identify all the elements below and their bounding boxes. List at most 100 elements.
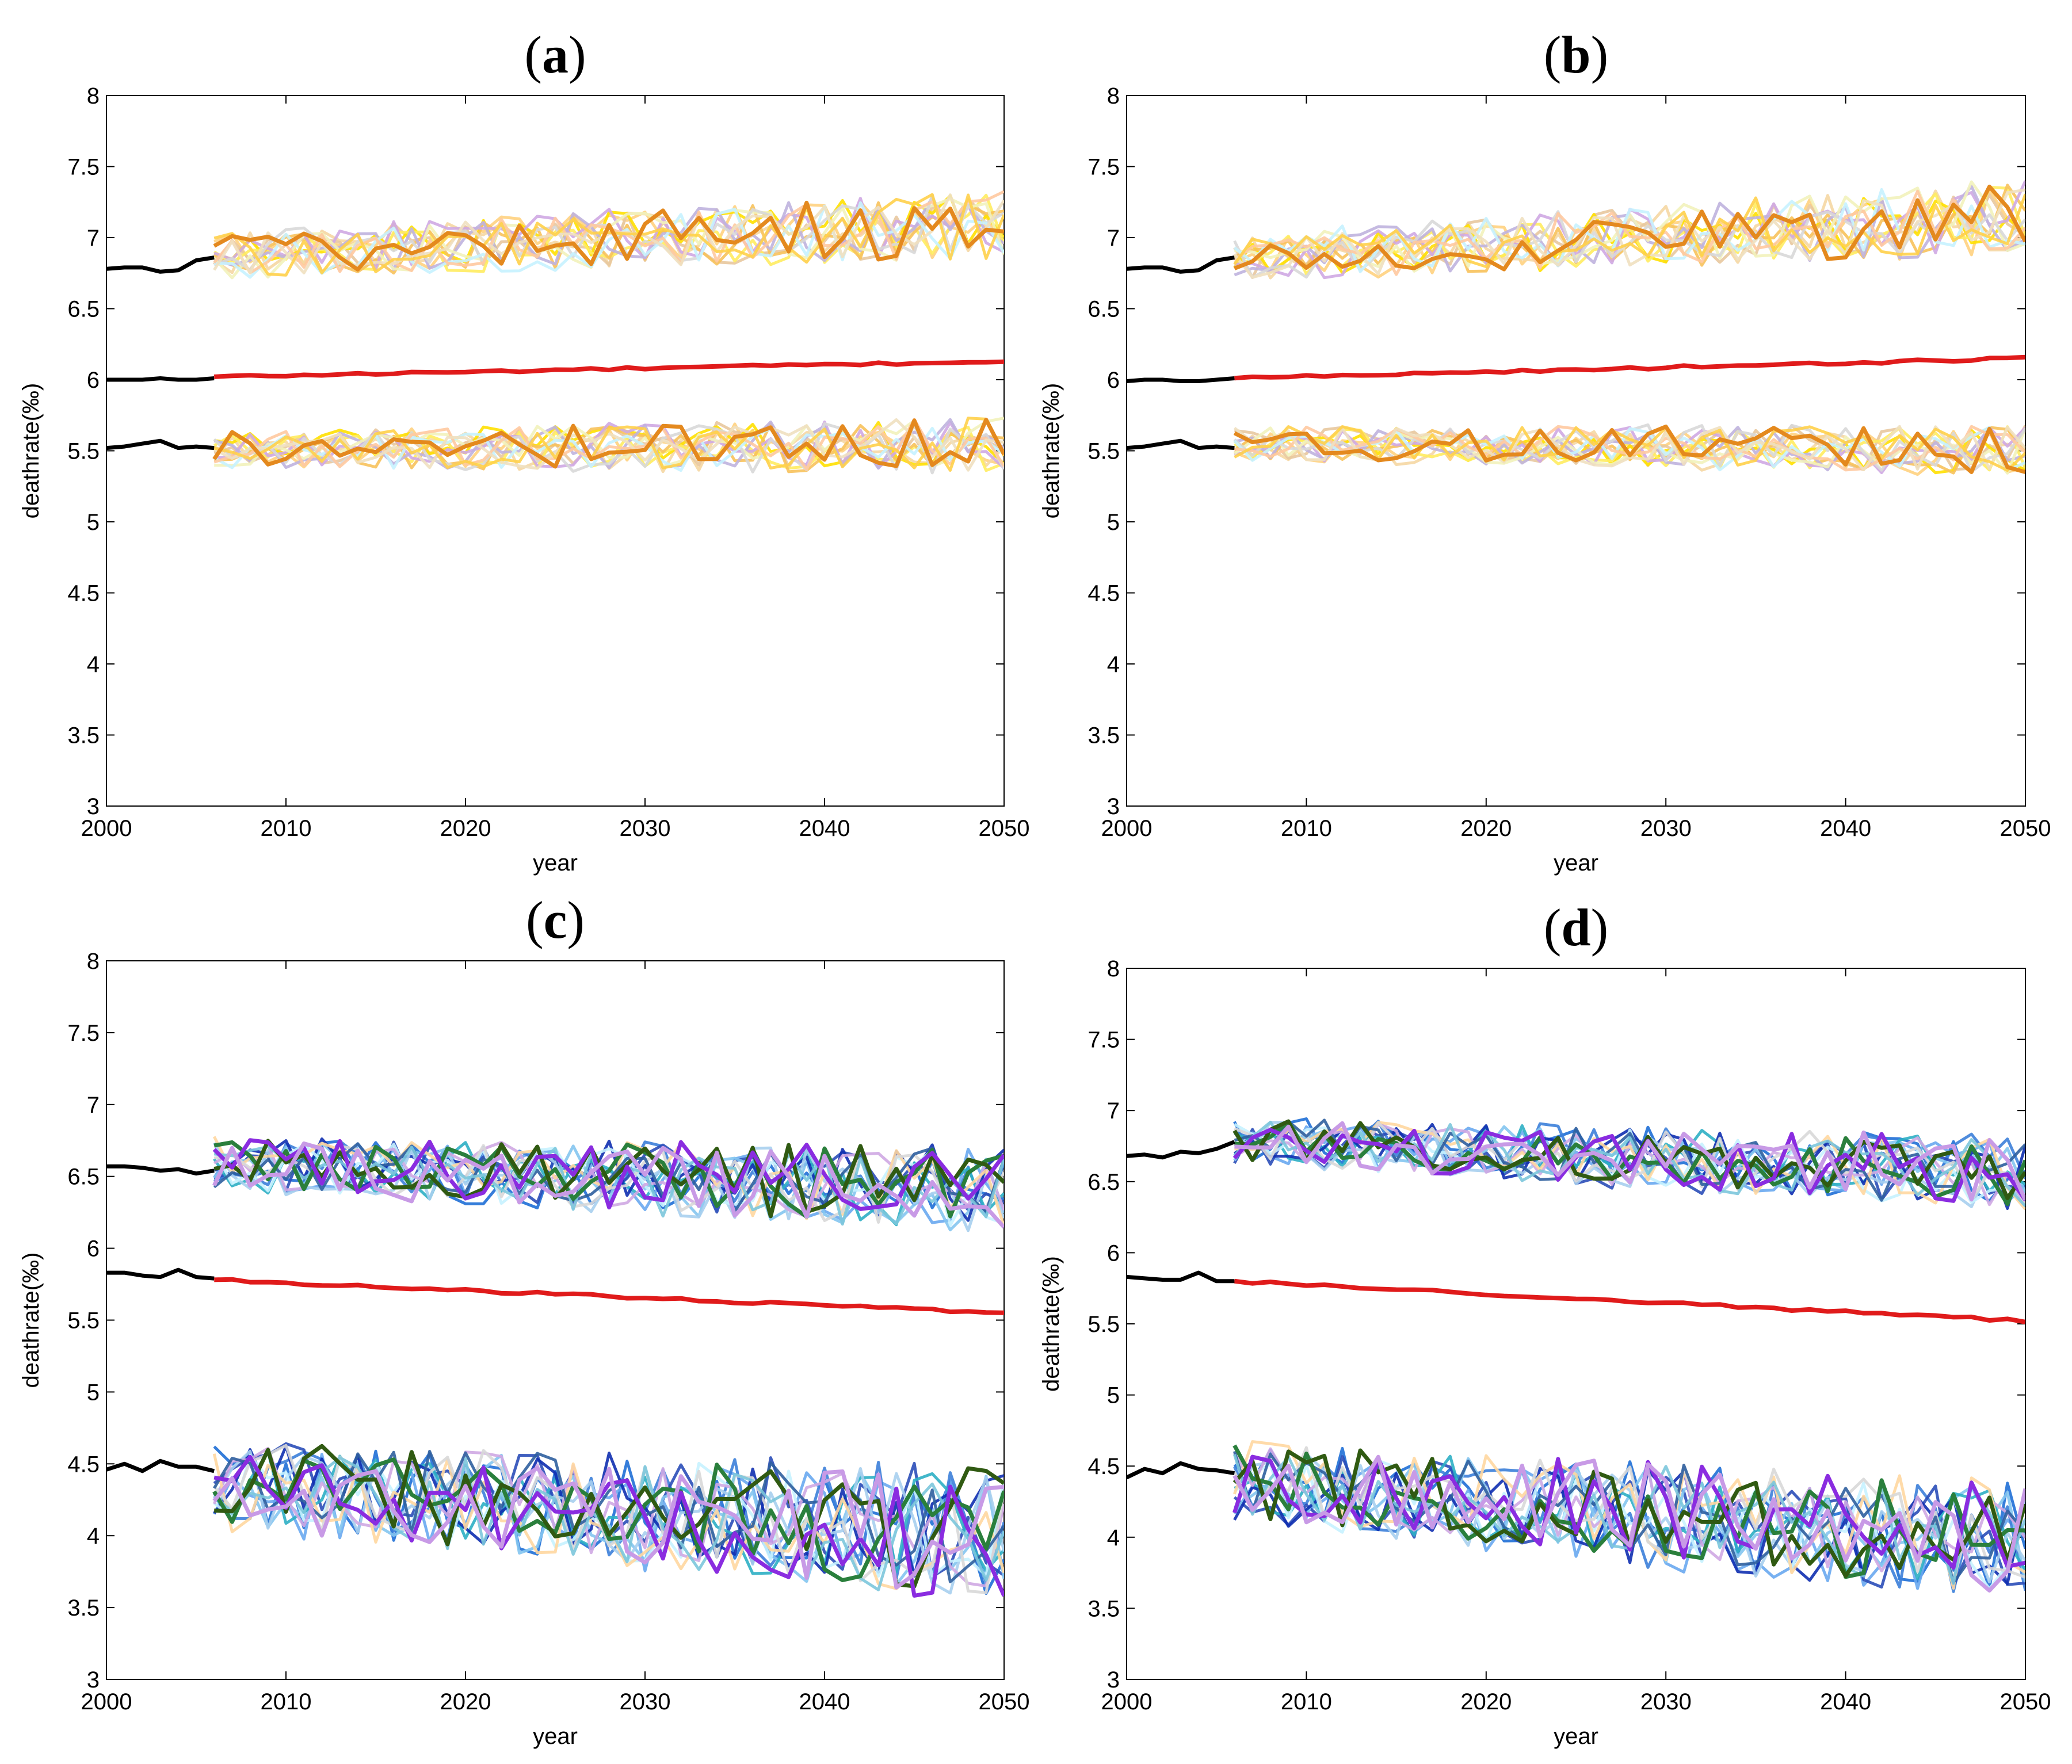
- panel-b: (b) 3 3.5 4 4.5 5 5.5 6 6.5 7 7.5 8 2000 2010 2020 2030…: [1039, 25, 2051, 876]
- upper-ensemble-series: [213, 1140, 1004, 1219]
- y-tick-label: 6.5: [1087, 297, 1120, 322]
- y-tick-label: 5: [87, 1380, 100, 1405]
- lower-ensemble-series: [213, 418, 1004, 471]
- lower-ensemble-series: [213, 1450, 1004, 1583]
- history-line-upper: [1127, 255, 1235, 274]
- x-axis-label: year: [1554, 850, 1598, 876]
- upper-ensemble-series: [1234, 184, 2025, 272]
- lower-ensemble-series: [213, 417, 1004, 472]
- y-axis-label: deathrate(‰): [1039, 1256, 1064, 1392]
- x-tick-label: 2050: [979, 1689, 1030, 1715]
- x-tick-label: 2020: [440, 1689, 491, 1715]
- y-tick-label: 3.5: [1087, 723, 1120, 749]
- x-axis-label: year: [1554, 1724, 1598, 1749]
- lower-ensemble-series: [212, 1446, 1004, 1588]
- y-tick-label: 3: [1107, 1667, 1120, 1693]
- x-tick-label: 2020: [1460, 816, 1512, 841]
- panel-title: (c): [526, 891, 585, 949]
- x-tick-label: 2050: [2000, 816, 2051, 841]
- y-tick-label: 7.5: [1087, 155, 1120, 180]
- lower-ensemble-series: [1233, 1463, 2025, 1593]
- y-tick-label: 8: [87, 949, 100, 974]
- x-tick-label: 2020: [1460, 1689, 1512, 1715]
- x-tick-label: 2040: [799, 816, 850, 841]
- upper-ensemble-series: [1233, 193, 2025, 268]
- upper-ensemble-series: [1234, 1120, 2025, 1206]
- y-tick-label: 6: [87, 1236, 100, 1262]
- x-tick-label: 2010: [261, 816, 312, 841]
- y-tick-label: 6: [87, 368, 100, 393]
- lower-ensemble-series: [1233, 1446, 2025, 1582]
- history-line-lower: [106, 1458, 215, 1473]
- upper-ensemble-series: [212, 1141, 1004, 1229]
- panel-a: (a) 3 3.5 4 4.5 5 5.5 6 6.5 7 7.5 8 2000 2010 2020 2030…: [18, 25, 1029, 876]
- x-tick-label: 2030: [1640, 1689, 1692, 1715]
- lower-ensemble-series: [213, 1450, 1004, 1575]
- lower-ensemble-series: [212, 1453, 1004, 1579]
- plot-area: [106, 1136, 1004, 1598]
- y-tick-label: 8: [1107, 956, 1120, 982]
- y-tick-label: 4.5: [67, 581, 100, 606]
- y-tick-label: 4: [1107, 1525, 1120, 1551]
- y-tick-label: 7: [87, 1093, 100, 1118]
- lower-ensemble-series: [213, 418, 1004, 472]
- central-projection-line: [1234, 354, 2025, 381]
- upper-ensemble-series: [1233, 188, 2025, 273]
- y-tick-label: 4.5: [1087, 581, 1120, 606]
- x-tick-label: 2050: [979, 816, 1030, 841]
- plot-area: [1127, 180, 2025, 476]
- y-tick-label: 3: [87, 794, 100, 819]
- axes-frame: [1126, 968, 2026, 1680]
- x-axis-label: year: [533, 850, 578, 876]
- x-tick-label: 2000: [81, 816, 132, 841]
- history-line-central: [1127, 1270, 1235, 1284]
- x-tick-label: 2000: [1101, 816, 1153, 841]
- y-tick-label: 8: [87, 83, 100, 109]
- x-axis-label: year: [533, 1724, 578, 1749]
- panel-title: (d): [1544, 898, 1608, 957]
- lower-ensemble-series: [212, 1457, 1004, 1582]
- x-tick-label: 2040: [799, 1689, 850, 1715]
- lower-ensemble-series: [1233, 425, 2025, 474]
- y-tick-label: 7.5: [67, 155, 100, 180]
- upper-ensemble-series: [212, 1138, 1004, 1211]
- x-tick-label: 2030: [620, 816, 671, 841]
- panel-c: (c) 3 3.5 4 4.5 5 5.5 6 6.5 7 7.5 8 2000 2010 2020 2030…: [18, 891, 1029, 1749]
- y-tick-label: 7: [1107, 1098, 1120, 1124]
- y-tick-label: 5: [1107, 1383, 1120, 1408]
- history-line-lower: [106, 438, 215, 450]
- lower-ensemble-series: [1233, 1455, 2025, 1589]
- central-projection-line: [213, 359, 1004, 379]
- lower-ensemble-series: [212, 418, 1004, 469]
- panel-title: (b): [1544, 25, 1608, 84]
- history-line-upper: [106, 1164, 215, 1176]
- x-tick-label: 2050: [2000, 1689, 2051, 1715]
- x-tick-label: 2040: [1820, 1689, 1871, 1715]
- y-tick-label: 5: [87, 510, 100, 535]
- central-projection-line: [1234, 1278, 2025, 1324]
- y-tick-label: 4.5: [1087, 1454, 1120, 1479]
- y-tick-label: 4: [1107, 652, 1120, 677]
- x-tick-label: 2010: [261, 1689, 312, 1715]
- y-tick-label: 6: [1107, 1240, 1120, 1266]
- upper-ensemble-series: [213, 193, 1004, 277]
- y-tick-label: 4: [87, 1524, 100, 1549]
- x-tick-label: 2020: [440, 816, 491, 841]
- x-tick-label: 2000: [1101, 1689, 1153, 1715]
- history-line-central: [106, 1267, 215, 1281]
- lower-ensemble-series: [1233, 425, 2025, 471]
- y-tick-label: 3.5: [1087, 1596, 1120, 1621]
- y-tick-label: 3: [1107, 794, 1120, 819]
- history-line-lower: [1127, 438, 1235, 450]
- y-axis-label: deathrate(‰): [1039, 383, 1064, 519]
- y-tick-label: 5.5: [67, 1308, 100, 1334]
- panel-title: (a): [524, 25, 586, 84]
- y-tick-label: 5.5: [1087, 439, 1120, 464]
- upper-ensemble-series: [1232, 1128, 2025, 1203]
- y-tick-label: 3.5: [67, 1595, 100, 1621]
- y-tick-label: 6.5: [67, 1164, 100, 1190]
- history-line-lower: [1127, 1461, 1235, 1480]
- y-tick-label: 5.5: [1087, 1312, 1120, 1337]
